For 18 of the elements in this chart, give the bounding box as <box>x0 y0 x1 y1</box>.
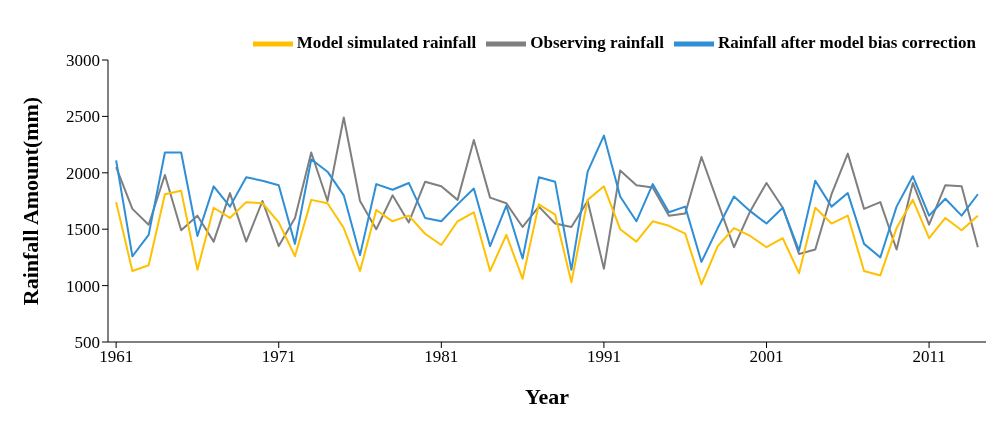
x-tick-label: 1961 <box>99 347 134 367</box>
legend-label: Model simulated rainfall <box>296 32 477 52</box>
y-tick-label: 3000 <box>66 51 100 71</box>
legend-label: Rainfall after model bias correction <box>717 32 976 52</box>
y-tick-label: 2500 <box>66 107 100 127</box>
x-axis-title: Year <box>525 383 570 409</box>
y-tick-label: 500 <box>74 333 100 353</box>
x-tick-label: 1971 <box>261 347 296 367</box>
x-tick-label: 1991 <box>586 347 621 367</box>
y-tick-label: 1000 <box>66 276 100 296</box>
legend-label: Observing rainfall <box>530 32 664 52</box>
y-tick-label: 2000 <box>66 163 100 183</box>
y-tick-label: 1500 <box>66 220 100 240</box>
line-series <box>115 185 979 286</box>
x-tick-label: 2001 <box>749 347 784 367</box>
y-axis-title: Rainfall Amount(mm) <box>17 96 43 306</box>
x-tick-label: 1981 <box>424 347 459 367</box>
x-tick-label: 2011 <box>912 347 946 367</box>
